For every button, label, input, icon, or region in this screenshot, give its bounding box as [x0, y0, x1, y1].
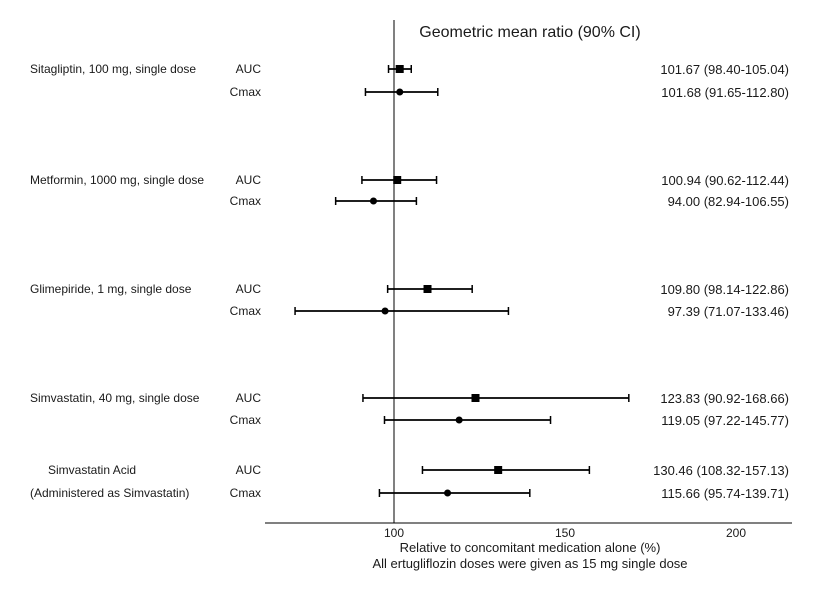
parameter-label: Cmax	[230, 486, 261, 500]
group-label: Metformin, 1000 mg, single dose	[30, 173, 204, 187]
estimate-text: 115.66 (95.74-139.71)	[661, 486, 789, 501]
parameter-label: AUC	[236, 391, 262, 405]
estimate-text: 100.94 (90.62-112.44)	[661, 173, 789, 188]
parameter-label: AUC	[236, 463, 262, 477]
estimate-text: 101.67 (98.40-105.04)	[660, 62, 789, 77]
parameter-label: Cmax	[230, 85, 261, 99]
study-group: Simvastatin Acid (Administered as Simvast…	[30, 463, 789, 501]
x-axis-label: Relative to concomitant medication alone…	[400, 540, 661, 555]
study-group: Metformin, 1000 mg, single dose AUC 100.94…	[30, 173, 789, 209]
x-tick-label: 150	[555, 526, 575, 540]
estimate-text: 101.68 (91.65-112.80)	[661, 85, 789, 100]
parameter-label: Cmax	[230, 194, 261, 208]
point-estimate-square	[393, 176, 402, 184]
point-estimate-circle	[444, 489, 452, 497]
point-estimate-square	[471, 394, 480, 402]
point-estimate-square	[494, 466, 503, 474]
point-estimate-circle	[455, 416, 463, 424]
parameter-label: Cmax	[230, 304, 261, 318]
x-tick-label: 100	[384, 526, 404, 540]
group-label-sub: (Administered as Simvastatin)	[30, 486, 189, 500]
group-label: Simvastatin Acid	[48, 463, 136, 477]
study-group: Simvastatin, 40 mg, single dose AUC 123.83…	[30, 391, 789, 428]
parameter-label: AUC	[236, 62, 262, 76]
study-group: Glimepiride, 1 mg, single dose AUC 109.80 …	[30, 282, 789, 319]
footnote: All ertugliflozin doses were given as 15…	[372, 556, 687, 571]
estimate-text: 123.83 (90.92-168.66)	[660, 391, 789, 406]
estimate-text: 130.46 (108.32-157.13)	[653, 463, 789, 478]
point-estimate-square	[395, 65, 404, 73]
estimate-text: 109.80 (98.14-122.86)	[660, 282, 789, 297]
group-label: Sitagliptin, 100 mg, single dose	[30, 62, 196, 76]
estimate-text: 97.39 (71.07-133.46)	[668, 304, 789, 319]
point-estimate-circle	[396, 88, 404, 96]
parameter-label: AUC	[236, 173, 262, 187]
parameter-label: Cmax	[230, 413, 261, 427]
group-label: Glimepiride, 1 mg, single dose	[30, 282, 192, 296]
estimate-text: 119.05 (97.22-145.77)	[661, 413, 789, 428]
point-estimate-square	[423, 285, 432, 293]
estimate-text: 94.00 (82.94-106.55)	[668, 194, 789, 209]
point-estimate-circle	[381, 307, 389, 315]
chart-title: Geometric mean ratio (90% CI)	[419, 24, 640, 41]
study-group: Sitagliptin, 100 mg, single dose AUC 101.6…	[30, 62, 789, 100]
x-tick-label: 200	[726, 526, 746, 540]
parameter-label: AUC	[236, 282, 262, 296]
group-label: Simvastatin, 40 mg, single dose	[30, 391, 200, 405]
point-estimate-circle	[369, 197, 377, 205]
